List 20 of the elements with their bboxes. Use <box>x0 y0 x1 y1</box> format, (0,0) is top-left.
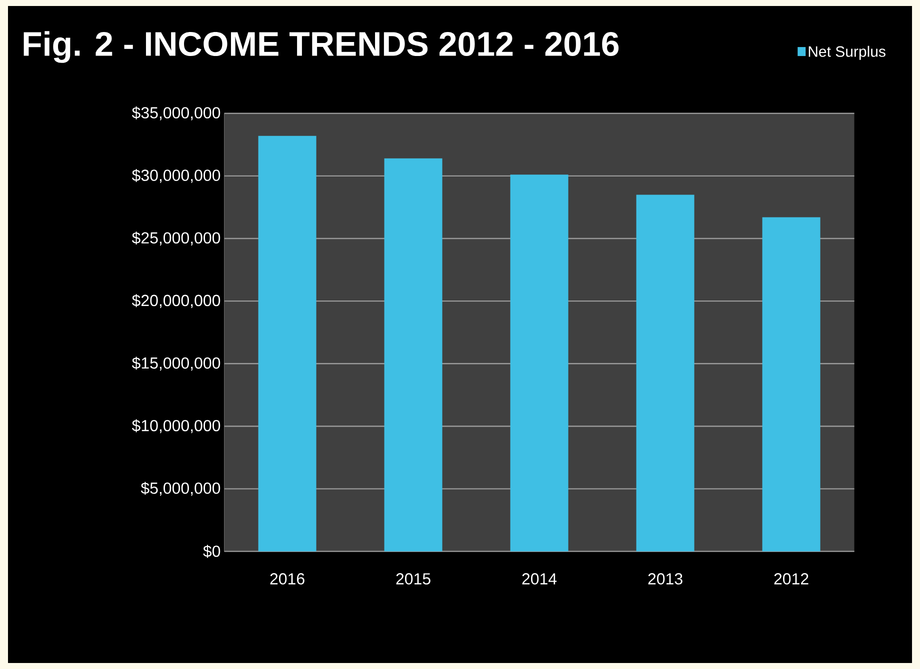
y-tick-label: $25,000,000 <box>132 232 220 246</box>
x-tick-label: 2016 <box>270 573 304 584</box>
y-tick-label: $20,000,000 <box>132 294 220 308</box>
bar <box>510 174 568 552</box>
x-tick-label: 2012 <box>774 573 808 584</box>
y-tick-label: $0 <box>203 544 220 558</box>
chart-title: Fig. 2 - INCOME TRENDS 2012 - 2016 <box>24 31 619 63</box>
y-tick-label: $10,000,000 <box>132 419 220 434</box>
x-tick-label: 2013 <box>648 573 682 584</box>
y-tick-label: $5,000,000 <box>140 482 220 496</box>
y-tick-label: $30,000,000 <box>132 168 220 183</box>
x-tick-label: 2015 <box>396 573 430 584</box>
y-tick-label: $35,000,000 <box>132 106 220 120</box>
legend-label: Net Surplus <box>808 46 886 60</box>
bar <box>384 158 442 552</box>
y-tick-label: $15,000,000 <box>132 356 220 371</box>
bar <box>762 217 820 552</box>
bar <box>636 194 694 552</box>
x-tick-label: 2014 <box>522 573 557 584</box>
bar <box>258 136 316 552</box>
